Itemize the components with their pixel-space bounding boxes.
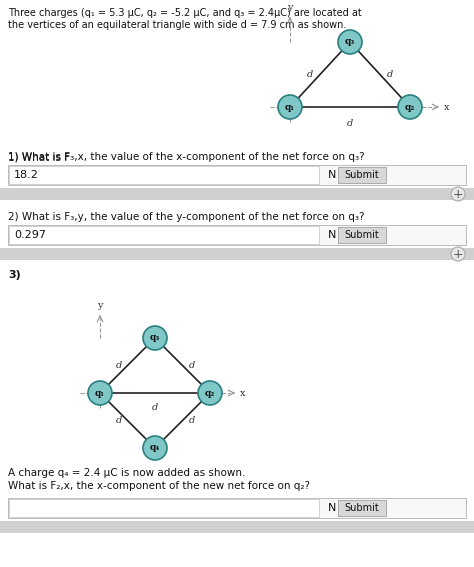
Text: 18.2: 18.2 — [14, 170, 39, 180]
Text: q₁: q₁ — [95, 388, 105, 397]
Text: y: y — [287, 3, 293, 12]
Text: What is F₂,x, the x-component of the new net force on q₂?: What is F₂,x, the x-component of the new… — [8, 481, 310, 491]
Circle shape — [143, 326, 167, 350]
Text: d: d — [152, 403, 158, 412]
Text: q₁: q₁ — [285, 103, 295, 112]
Text: 1) What is F₃,x, the value of the x-component of the net force on q₃?: 1) What is F₃,x, the value of the x-comp… — [8, 152, 365, 162]
Text: 2) What is F₃,y, the value of the y-component of the net force on q₃?: 2) What is F₃,y, the value of the y-comp… — [8, 212, 365, 222]
Text: d: d — [307, 70, 313, 79]
Text: q₂: q₂ — [405, 103, 415, 112]
Circle shape — [398, 95, 422, 119]
Circle shape — [88, 381, 112, 405]
FancyBboxPatch shape — [8, 498, 466, 518]
FancyBboxPatch shape — [9, 166, 319, 184]
Bar — [0, 521, 474, 533]
Bar — [0, 188, 474, 200]
FancyBboxPatch shape — [338, 500, 386, 516]
Text: +: + — [453, 188, 463, 201]
Text: Submit: Submit — [345, 503, 379, 513]
Text: d: d — [188, 361, 195, 370]
Text: y: y — [97, 301, 103, 310]
FancyBboxPatch shape — [8, 225, 466, 245]
Text: N: N — [328, 230, 337, 240]
FancyBboxPatch shape — [338, 167, 386, 183]
Text: Submit: Submit — [345, 230, 379, 240]
Text: q₃: q₃ — [150, 333, 160, 342]
Circle shape — [451, 247, 465, 261]
Circle shape — [338, 30, 362, 54]
Text: 1) What is F: 1) What is F — [8, 152, 70, 162]
Text: 0.297: 0.297 — [14, 230, 46, 240]
Text: A charge q₄ = 2.4 μC is now added as shown.: A charge q₄ = 2.4 μC is now added as sho… — [8, 468, 246, 478]
Text: Three charges (q₁ = 5.3 μC, q₂ = -5.2 μC, and q₃ = 2.4μC) are located at: Three charges (q₁ = 5.3 μC, q₂ = -5.2 μC… — [8, 8, 362, 18]
Circle shape — [278, 95, 302, 119]
Text: Submit: Submit — [345, 170, 379, 180]
Text: N: N — [328, 503, 337, 513]
Text: d: d — [347, 119, 353, 128]
Text: d: d — [387, 70, 393, 79]
Circle shape — [143, 436, 167, 460]
Text: 3): 3) — [8, 270, 21, 280]
Text: d: d — [188, 416, 195, 425]
FancyBboxPatch shape — [338, 227, 386, 243]
Text: d: d — [115, 416, 122, 425]
Circle shape — [198, 381, 222, 405]
Text: q₄: q₄ — [150, 443, 160, 452]
Circle shape — [451, 187, 465, 201]
Text: N: N — [328, 170, 337, 180]
Bar — [0, 248, 474, 260]
Text: q₃: q₃ — [345, 37, 355, 46]
Text: +: + — [453, 248, 463, 260]
FancyBboxPatch shape — [9, 499, 319, 517]
FancyBboxPatch shape — [9, 226, 319, 244]
FancyBboxPatch shape — [8, 165, 466, 185]
Text: the vertices of an equilateral triangle with side d = 7.9 cm as shown.: the vertices of an equilateral triangle … — [8, 20, 346, 30]
Text: x: x — [240, 388, 246, 397]
Text: x: x — [444, 103, 449, 112]
Text: d: d — [115, 361, 122, 370]
Text: q₂: q₂ — [205, 388, 215, 397]
